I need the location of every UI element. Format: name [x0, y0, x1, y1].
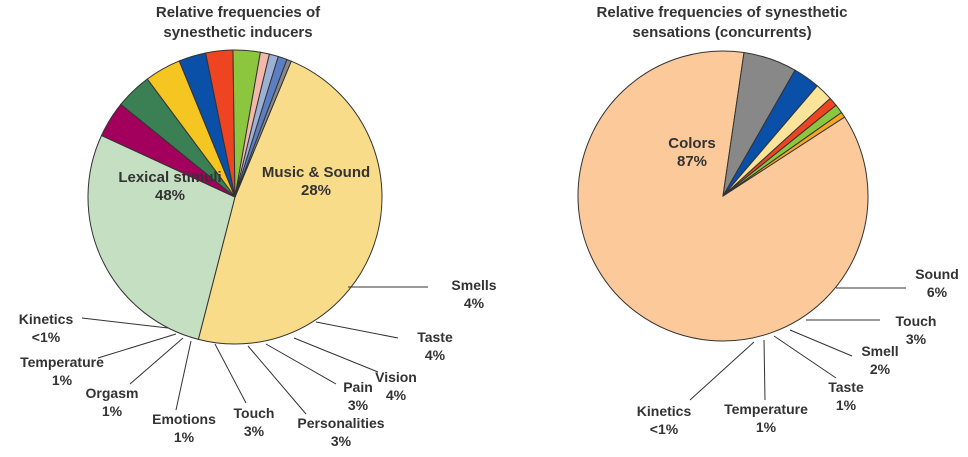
chart-title-line: Relative frequencies of — [156, 4, 321, 21]
slice-label-music-sound: Music & Sound — [262, 164, 370, 181]
slice-label-kinetics: Kinetics — [19, 311, 74, 327]
slice-label-personalities: Personalities — [297, 415, 384, 431]
leader-line-temperature — [763, 339, 766, 401]
slice-label-colors: Colors — [668, 135, 716, 152]
pie-chart-2: Relative frequencies of synesthetic sensa… — [577, 4, 959, 437]
chart-title-line: Relative frequencies of synesthetic — [597, 4, 848, 21]
slice-label-smells: Smells — [451, 277, 496, 293]
slice-value-touch: 3% — [906, 331, 927, 347]
chart-title-line: sensations (concurrents) — [632, 24, 811, 41]
pie-slice-music-sound — [87, 134, 236, 340]
slice-label-touch: Touch — [234, 405, 275, 421]
slice-value-smells: 4% — [464, 295, 485, 311]
chart-title-line: synesthetic inducers — [163, 24, 312, 41]
leader-line-vision — [293, 337, 379, 373]
leader-line-taste — [315, 321, 399, 339]
leader-line-taste — [773, 335, 837, 379]
leader-line-smell — [789, 329, 853, 357]
slice-value-temperature: 1% — [52, 372, 73, 388]
leader-line-personalities — [247, 345, 307, 415]
slice-value-emotions: 1% — [174, 429, 195, 445]
slice-label-kinetics: Kinetics — [637, 403, 692, 419]
leader-line-kinetics — [689, 341, 755, 401]
slice-value-personalities: 3% — [331, 433, 352, 449]
slice-label-temperature: Temperature — [724, 401, 808, 417]
pie-slice-kinetics — [722, 111, 846, 197]
slice-value-temperature: 1% — [756, 419, 777, 435]
leader-line-temperature — [97, 333, 177, 359]
slice-label-touch: Touch — [896, 313, 937, 329]
slice-value-kinetics: <1% — [32, 329, 61, 345]
slice-label-emotions: Emotions — [152, 411, 216, 427]
slice-value-music-sound: 28% — [301, 182, 331, 199]
slice-value-orgasm: 1% — [102, 403, 123, 419]
leader-line-emotions — [175, 340, 192, 411]
slice-label-temperature: Temperature — [20, 354, 104, 370]
pie-slice-kinetics — [234, 58, 292, 198]
leader-line-orgasm — [129, 337, 184, 385]
slice-value-kinetics: <1% — [650, 421, 679, 437]
slice-label-pain: Pain — [343, 379, 373, 395]
slice-label-orgasm: Orgasm — [86, 385, 139, 401]
slice-label-taste: Taste — [828, 379, 864, 395]
slice-label-lexical-stimuli: Lexical stimuli — [118, 169, 221, 186]
leader-line-touch — [214, 343, 247, 404]
slice-value-taste: 1% — [836, 397, 857, 413]
slice-label-taste: Taste — [417, 329, 453, 345]
slice-label-vision: Vision — [375, 369, 417, 385]
slice-label-sound: Sound — [915, 266, 959, 282]
slice-value-touch: 3% — [244, 423, 265, 439]
slice-value-vision: 4% — [386, 387, 407, 403]
slice-value-lexical-stimuli: 48% — [155, 187, 185, 204]
leader-line-pain — [265, 343, 337, 385]
pie-chart-1: Relative frequencies of synesthetic induc… — [19, 4, 497, 449]
slice-value-colors: 87% — [677, 153, 707, 170]
slice-value-sound: 6% — [927, 284, 948, 300]
slice-value-smell: 2% — [870, 361, 891, 377]
slice-value-pain: 3% — [348, 397, 369, 413]
slice-value-taste: 4% — [425, 347, 446, 363]
leader-line-kinetics — [81, 317, 169, 329]
pie-slice-lexical-stimuli — [197, 60, 383, 345]
slice-label-smell: Smell — [861, 343, 898, 359]
